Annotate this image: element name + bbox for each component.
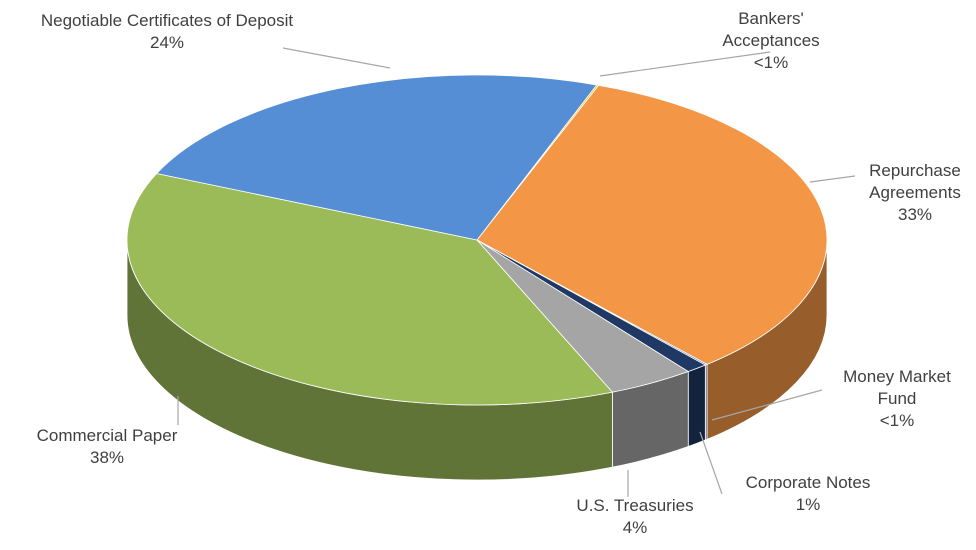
label-name: Negotiable Certificates of Deposit	[40, 11, 294, 30]
slice-label: Bankers' Acceptances <1%	[706, 8, 836, 74]
slice-label: Negotiable Certificates of Deposit 24%	[22, 10, 312, 54]
slice	[126, 173, 614, 406]
slice-side	[687, 364, 706, 448]
label-value: <1%	[753, 53, 789, 72]
leader-line	[711, 389, 823, 421]
slice-label: Commercial Paper 38%	[0, 425, 217, 469]
leader-line	[809, 175, 856, 183]
label-value: 4%	[622, 518, 648, 537]
slice-label: Corporate Notes 1%	[708, 472, 908, 516]
slice	[155, 74, 598, 241]
label-value: 33%	[897, 205, 933, 224]
label-name: Bankers' Acceptances	[722, 9, 820, 50]
slice-label: Money Market Fund <1%	[822, 366, 972, 432]
slice-label: Repurchase Agreements 33%	[855, 160, 975, 226]
label-name: U.S. Treasuries	[576, 496, 694, 515]
slice	[476, 84, 828, 365]
slice-label: U.S. Treasuries 4%	[545, 495, 725, 539]
label-value: 24%	[149, 33, 185, 52]
leader-line	[599, 51, 771, 77]
label-name: Repurchase Agreements	[869, 161, 961, 202]
label-value: 38%	[89, 448, 125, 467]
leader-line	[282, 47, 391, 69]
leader-line	[699, 431, 723, 495]
label-name: Money Market Fund	[843, 367, 951, 408]
label-name: Commercial Paper	[36, 426, 178, 445]
label-name: Corporate Notes	[745, 473, 871, 492]
label-value: 1%	[795, 495, 821, 514]
label-value: <1%	[879, 411, 915, 430]
